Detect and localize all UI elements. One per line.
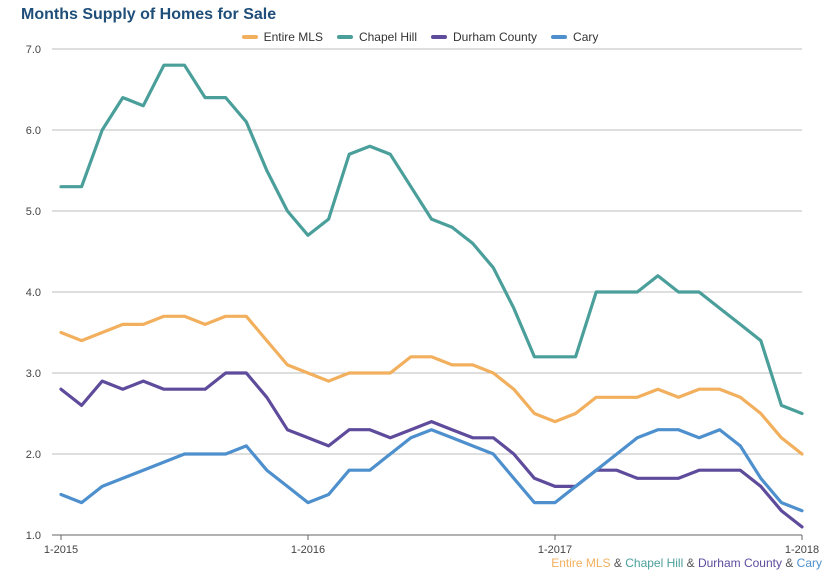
x-tick-label: 1-2015 bbox=[44, 544, 78, 556]
chart-legend: Entire MLS Chapel Hill Durham County Cary bbox=[0, 28, 840, 44]
y-tick-label: 2.0 bbox=[26, 449, 41, 461]
footer-part: Chapel Hill bbox=[625, 556, 684, 570]
y-axis: 1.0 2.0 3.0 4.0 5.0 6.0 7.0 bbox=[26, 44, 41, 542]
x-tick-label: 1-2018 bbox=[785, 544, 819, 556]
y-tick-label: 6.0 bbox=[26, 125, 41, 137]
footer-part: Entire MLS bbox=[551, 556, 611, 570]
footer-part: & bbox=[683, 556, 698, 570]
footer-caption: Entire MLS & Chapel Hill & Durham County… bbox=[551, 556, 822, 570]
legend-item-chapel-hill: Chapel Hill bbox=[336, 30, 417, 44]
x-axis: 1-2015 1-2016 1-2017 1-2018 bbox=[44, 534, 819, 556]
x-tick-label: 1-2017 bbox=[538, 544, 572, 556]
legend-item-durham-county: Durham County bbox=[431, 30, 537, 44]
y-tick-label: 1.0 bbox=[26, 530, 41, 542]
y-tick-label: 4.0 bbox=[26, 287, 41, 299]
legend-label: Entire MLS bbox=[263, 30, 323, 44]
legend-label: Durham County bbox=[453, 30, 538, 44]
series-lines bbox=[59, 63, 804, 529]
legend-swatch bbox=[336, 35, 353, 39]
legend-swatch bbox=[551, 35, 568, 39]
series-line-durham-county bbox=[59, 371, 804, 529]
series-line-cary bbox=[59, 428, 804, 513]
footer-part: & bbox=[610, 556, 626, 570]
y-tick-label: 7.0 bbox=[26, 44, 41, 56]
legend-swatch bbox=[431, 35, 447, 39]
legend-swatch bbox=[241, 35, 258, 39]
legend-item-cary: Cary bbox=[551, 30, 598, 44]
legend-label: Chapel Hill bbox=[358, 30, 417, 44]
series-line-entire-mls bbox=[59, 314, 804, 456]
legend-label: Cary bbox=[573, 30, 599, 44]
footer-part: Durham County bbox=[697, 556, 782, 570]
x-tick-label: 1-2016 bbox=[291, 544, 325, 556]
footer-part: & bbox=[781, 556, 797, 570]
series-line-chapel-hill bbox=[59, 63, 804, 416]
y-tick-label: 5.0 bbox=[26, 206, 41, 218]
footer-part: Cary bbox=[796, 556, 822, 570]
legend-item-entire-mls: Entire MLS bbox=[241, 30, 323, 44]
y-tick-label: 3.0 bbox=[26, 368, 41, 380]
chart-title: Months Supply of Homes for Sale bbox=[21, 6, 277, 23]
